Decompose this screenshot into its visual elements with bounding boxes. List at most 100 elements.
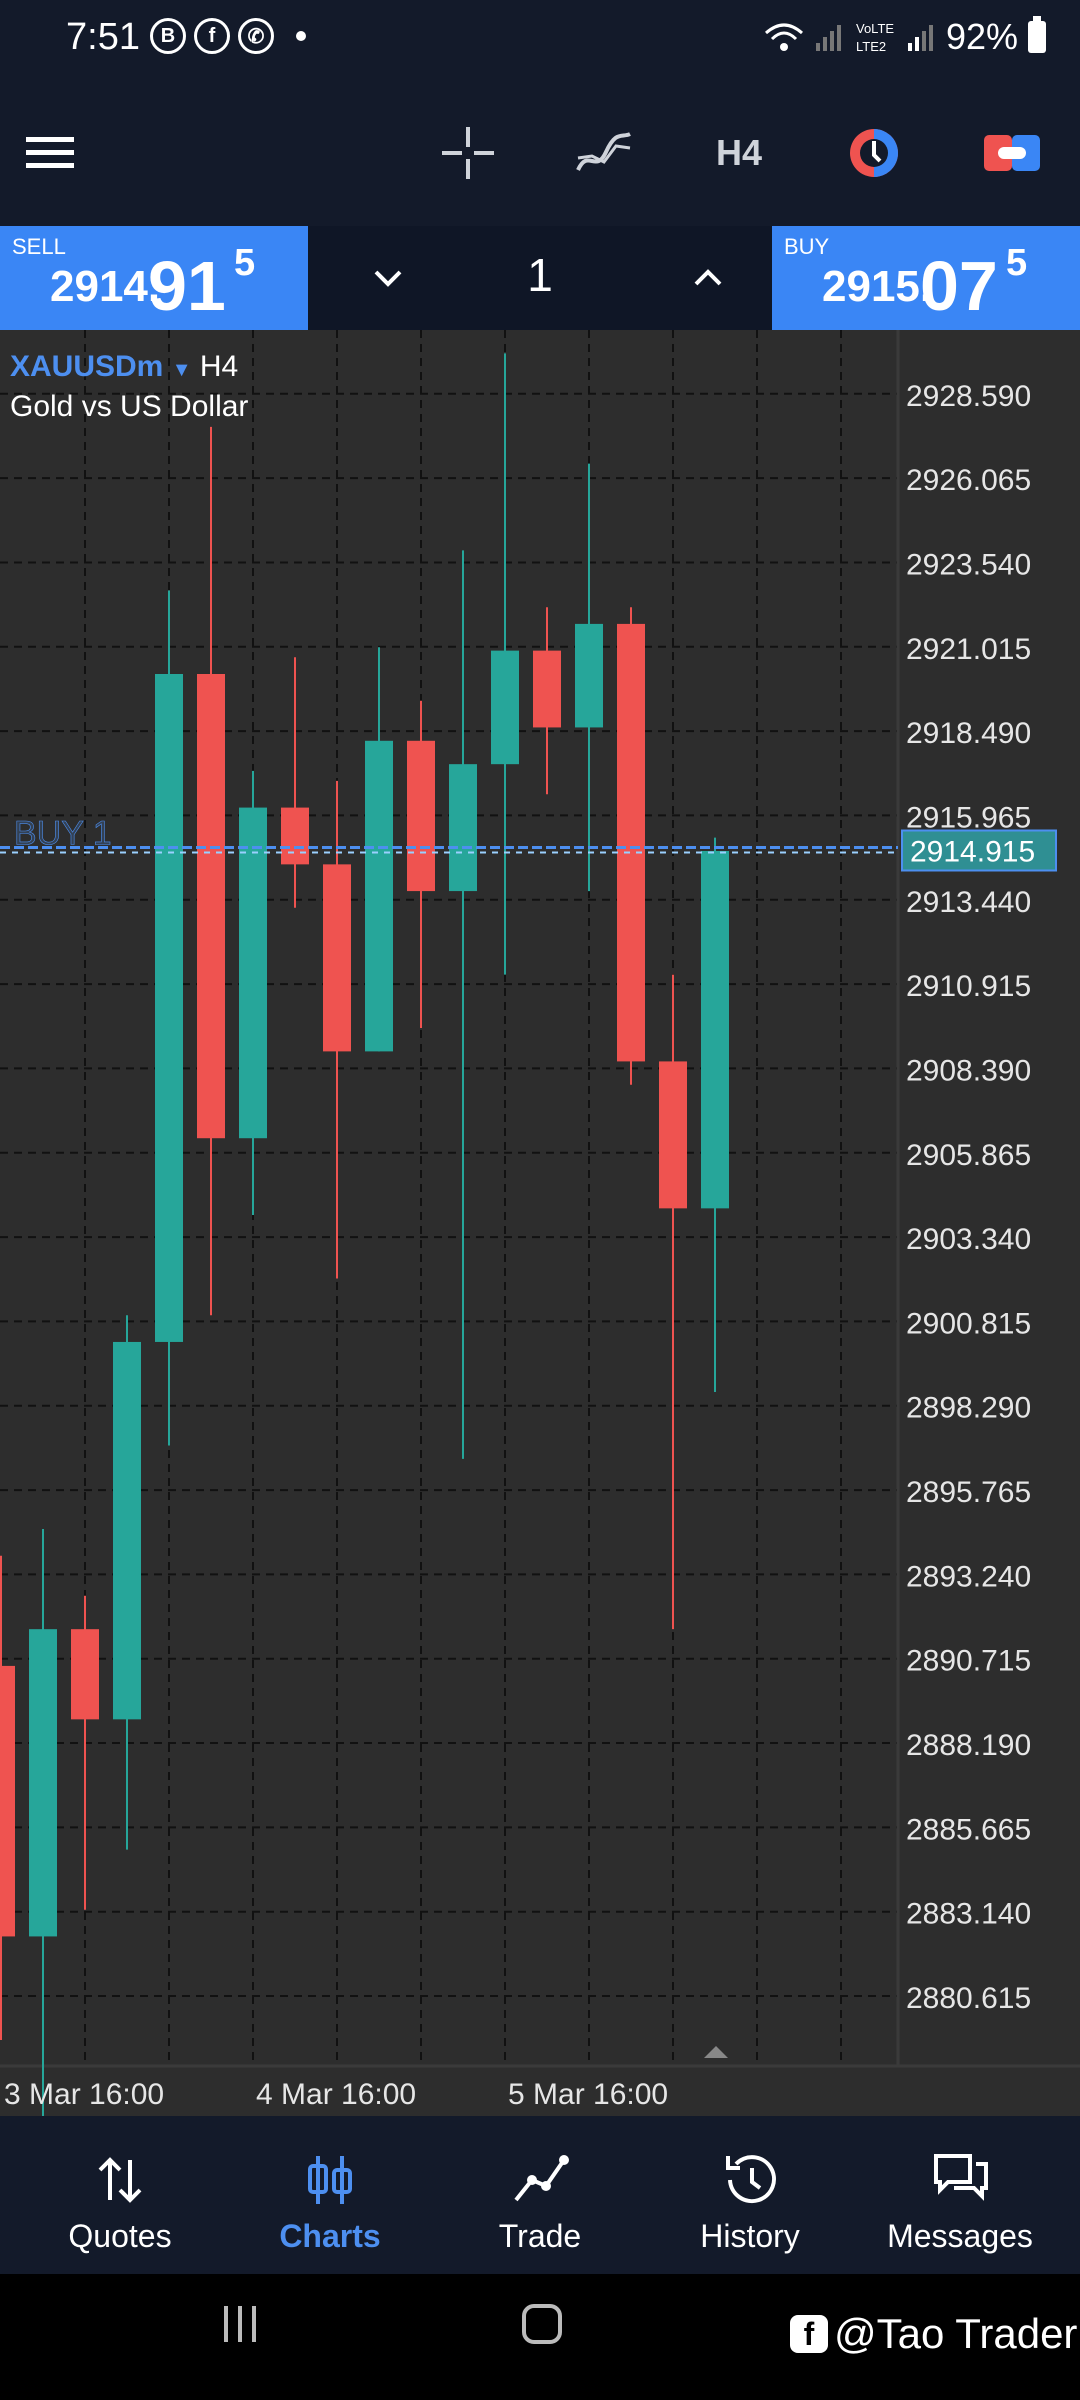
buy-price-main: 2915. — [822, 262, 933, 311]
scroll-to-end-icon — [704, 2046, 728, 2058]
history-icon — [645, 2150, 855, 2210]
battery-icon — [1028, 16, 1046, 53]
battery-percent: 92% — [945, 16, 1018, 57]
candle-body — [449, 764, 477, 892]
price-tick-label: 2905.865 — [906, 1139, 1031, 1172]
charts-icon — [225, 2150, 435, 2210]
nav-history-label: History — [700, 2218, 800, 2254]
price-tick-label: 2898.290 — [906, 1392, 1031, 1425]
signal-2-icon — [907, 25, 933, 51]
candle-body — [407, 740, 435, 892]
nav-trade[interactable]: Trade — [435, 2116, 645, 2274]
chevron-up-icon — [694, 269, 722, 286]
system-navigation-bar: f @Tao Trader — [0, 2274, 1080, 2400]
candle-body — [659, 1061, 687, 1209]
sell-price-pips: 91 — [148, 247, 226, 325]
candle-body — [533, 650, 561, 728]
symbol-header: XAUUSDm ▼ H4 — [10, 350, 238, 384]
clock: 7:51 — [66, 16, 140, 58]
trade-icon — [435, 2150, 645, 2210]
buy-price-pips: 07 — [920, 247, 998, 325]
symbol-description: Gold vs US Dollar — [10, 390, 249, 423]
system-status: VoLTE LTE2 92% — [764, 16, 1046, 58]
candle-body — [71, 1629, 99, 1720]
nav-messages-label: Messages — [887, 2218, 1033, 2254]
sell-label: SELL — [12, 234, 66, 259]
sell-button[interactable]: SELL 2914. 91 5 — [0, 226, 308, 330]
candle-body — [491, 650, 519, 765]
lot-size-value[interactable]: 1 — [527, 249, 553, 301]
candle-body — [281, 807, 309, 865]
price-tick-label: 2918.490 — [906, 717, 1031, 750]
facebook-icon: f — [194, 18, 230, 54]
home-icon — [522, 2304, 562, 2344]
signal-icon — [815, 25, 841, 51]
candle-body — [323, 864, 351, 1052]
notification-icons: B f ✆ — [150, 18, 306, 54]
time-label: 3 Mar 16:00 — [4, 2078, 164, 2111]
bottom-navigation: Quotes Charts Trade History Messages — [0, 2116, 1080, 2274]
price-tick-label: 2928.590 — [906, 380, 1031, 413]
nav-charts[interactable]: Charts — [225, 2116, 435, 2274]
price-tick-label: 2900.815 — [906, 1307, 1031, 1340]
nav-messages[interactable]: Messages — [855, 2116, 1065, 2274]
sell-price-main: 2914. — [50, 262, 161, 311]
candle-body — [701, 851, 729, 1209]
price-tick-label: 2921.015 — [906, 633, 1031, 666]
status-bar: 7:51 B f ✆ VoLTE LTE2 92% — [0, 0, 1080, 80]
time-label: 4 Mar 16:00 — [256, 2078, 416, 2111]
symbol-name[interactable]: XAUUSDm — [10, 350, 164, 383]
price-chart[interactable]: BUY 1 2928.590 2926.065 2923.540 2921.015 291… — [0, 330, 1080, 2116]
recent-apps-button[interactable] — [220, 2302, 260, 2351]
recent-apps-icon — [224, 2306, 256, 2342]
chart-canvas[interactable]: BUY 1 2928.590 2926.065 2923.540 2921.015 291… — [0, 330, 1080, 2116]
price-tick-label: 2883.140 — [906, 1898, 1031, 1931]
quotes-icon — [15, 2150, 225, 2210]
whatsapp-icon: ✆ — [238, 18, 274, 54]
crosshair-icon[interactable] — [440, 118, 496, 188]
nav-history[interactable]: History — [645, 2116, 855, 2274]
order-label: BUY 1 — [14, 815, 112, 853]
trade-panel-toggle-icon[interactable] — [982, 118, 1042, 188]
time-label: 5 Mar 16:00 — [508, 2078, 668, 2111]
price-tick-label: 2913.440 — [906, 886, 1031, 919]
candle-body — [617, 623, 645, 1062]
price-tick-label: 2888.190 — [906, 1729, 1031, 1762]
nav-quotes[interactable]: Quotes — [15, 2116, 225, 2274]
price-tick-label: 2885.665 — [906, 1813, 1031, 1846]
buy-label: BUY — [784, 234, 830, 259]
price-tick-label: 2908.390 — [906, 1054, 1031, 1087]
price-tick-label: 2923.540 — [906, 548, 1031, 581]
buy-button[interactable]: BUY 2915. 07 5 — [772, 226, 1080, 330]
indicators-icon[interactable] — [574, 118, 634, 188]
sell-price-point: 5 — [234, 242, 256, 284]
messages-icon — [855, 2150, 1065, 2210]
home-button[interactable] — [520, 2302, 564, 2351]
price-tick-label: 2915.965 — [906, 801, 1031, 834]
decrease-lot-button[interactable] — [352, 254, 424, 309]
candle-body — [155, 673, 183, 1342]
nav-quotes-label: Quotes — [68, 2218, 172, 2254]
svg-text:VoLTE: VoLTE — [856, 21, 894, 36]
price-tick-label: 2880.615 — [906, 1982, 1031, 2015]
candle-body — [0, 1665, 15, 1937]
menu-icon[interactable] — [26, 118, 78, 188]
increase-lot-button[interactable] — [672, 254, 744, 309]
watermark-text: @Tao Trader — [834, 2310, 1078, 2357]
current-price-label: 2914.915 — [910, 836, 1035, 869]
volte-icon: VoLTE LTE2 — [856, 21, 894, 54]
timeframe-button[interactable]: H4 — [706, 118, 772, 188]
nav-charts-label: Charts — [279, 2218, 381, 2254]
buy-price-point: 5 — [1006, 242, 1028, 284]
one-click-trading-icon[interactable] — [846, 118, 902, 188]
nav-trade-label: Trade — [498, 2218, 582, 2254]
symbol-timeframe: H4 — [199, 350, 239, 383]
candle-body — [365, 740, 393, 1052]
price-tick-label: 2926.065 — [906, 464, 1031, 497]
candle-body — [575, 623, 603, 728]
candle-body — [113, 1341, 141, 1720]
symbol-dropdown-icon[interactable]: ▼ — [171, 359, 192, 381]
price-tick-label: 2910.915 — [906, 970, 1031, 1003]
b-icon: B — [150, 18, 186, 54]
price-tick-label: 2893.240 — [906, 1560, 1031, 1593]
